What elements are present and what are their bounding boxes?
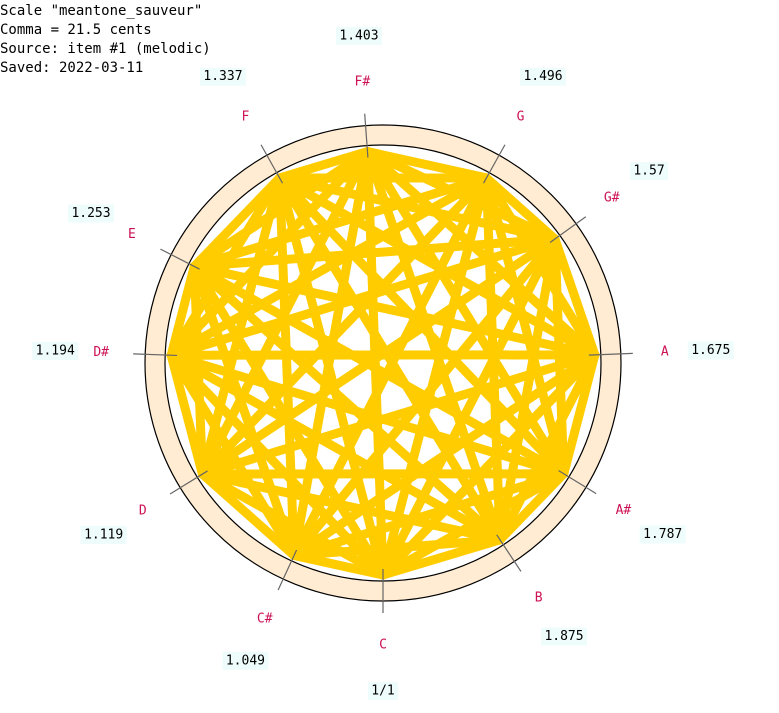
interval-edge xyxy=(189,234,560,271)
interval-edge xyxy=(289,469,569,560)
note-name: A# xyxy=(616,503,632,518)
note-name: C# xyxy=(257,611,273,626)
interval-edge xyxy=(289,535,505,560)
tick xyxy=(482,144,506,184)
note-name: D# xyxy=(93,345,109,360)
interval-edge xyxy=(481,173,505,545)
tick xyxy=(558,470,597,495)
interval-edge xyxy=(362,147,505,545)
note-name: G# xyxy=(604,191,620,206)
ratio-bg xyxy=(520,67,567,86)
tick xyxy=(169,470,208,495)
note-name: E xyxy=(128,227,136,242)
ratio-bg xyxy=(541,627,588,646)
interval-edge xyxy=(362,147,560,244)
interval-edge xyxy=(275,173,560,244)
interval-edge xyxy=(275,173,505,545)
ratio-bg xyxy=(639,525,686,544)
ratio: 1.875 xyxy=(544,629,583,644)
tick xyxy=(277,549,298,591)
tick xyxy=(260,144,284,184)
interval-edge xyxy=(189,261,569,479)
ratio: 1.253 xyxy=(71,206,110,221)
tick xyxy=(364,113,369,158)
interval-edge xyxy=(197,173,491,479)
tick xyxy=(496,534,522,572)
interval-edge xyxy=(481,173,569,479)
interval-edge xyxy=(550,234,600,360)
ratio: 1.496 xyxy=(523,69,562,84)
ratio-bg xyxy=(335,26,382,45)
ratio-bg xyxy=(80,525,127,544)
ratio: 1.194 xyxy=(36,343,75,358)
labels: Scale "meantone_sauveur" Comma = 21.5 cen… xyxy=(0,3,734,700)
ratio: 1.049 xyxy=(226,653,265,668)
ratio-bg xyxy=(199,67,246,86)
tick xyxy=(160,248,200,270)
ratio-bg xyxy=(222,651,269,670)
interval-edge xyxy=(197,469,505,545)
interval-edge xyxy=(197,173,285,479)
ratio-bg xyxy=(68,204,115,223)
interval-edge xyxy=(362,147,569,479)
ratio: 1.337 xyxy=(203,69,242,84)
note-name: F# xyxy=(355,74,371,89)
interval-edge xyxy=(189,261,505,545)
interval-edge xyxy=(495,234,560,545)
ratio: 1/1 xyxy=(371,684,394,699)
interval-edge xyxy=(189,147,372,271)
interval-edge xyxy=(197,469,299,560)
ratio: 1.675 xyxy=(691,343,730,358)
ratio: 1.787 xyxy=(643,527,682,542)
tick xyxy=(549,216,587,243)
header-line: Saved: 2022-03-11 xyxy=(0,60,143,76)
tick xyxy=(133,353,178,357)
interval-edge xyxy=(189,173,491,271)
interval-edge xyxy=(495,469,569,545)
interval-edge xyxy=(495,350,600,545)
interval-edge xyxy=(275,173,569,479)
ratio-bg xyxy=(32,341,79,360)
edges xyxy=(166,147,600,580)
note-name: B xyxy=(535,591,543,606)
header-line: Scale "meantone_sauveur" xyxy=(0,3,202,19)
interval-edge xyxy=(166,350,505,545)
interval-edge xyxy=(550,234,569,479)
ratio: 1.403 xyxy=(339,28,378,43)
header-line: Comma = 21.5 cents xyxy=(0,22,152,38)
interval-edge xyxy=(166,147,372,360)
tick xyxy=(588,352,633,356)
ratio: 1.57 xyxy=(633,164,664,179)
note-name: D xyxy=(139,503,147,518)
ratio-bg xyxy=(687,341,734,360)
note-name: A xyxy=(661,345,669,360)
ratio: 1.119 xyxy=(84,527,123,542)
note-name: G xyxy=(517,109,525,124)
note-name: F xyxy=(242,109,250,124)
header-line: Source: item #1 (melodic) xyxy=(0,41,211,57)
note-name: C xyxy=(379,638,387,653)
ratio-bg xyxy=(368,682,398,700)
interval-edge xyxy=(481,173,600,360)
ratio-bg xyxy=(630,162,669,181)
